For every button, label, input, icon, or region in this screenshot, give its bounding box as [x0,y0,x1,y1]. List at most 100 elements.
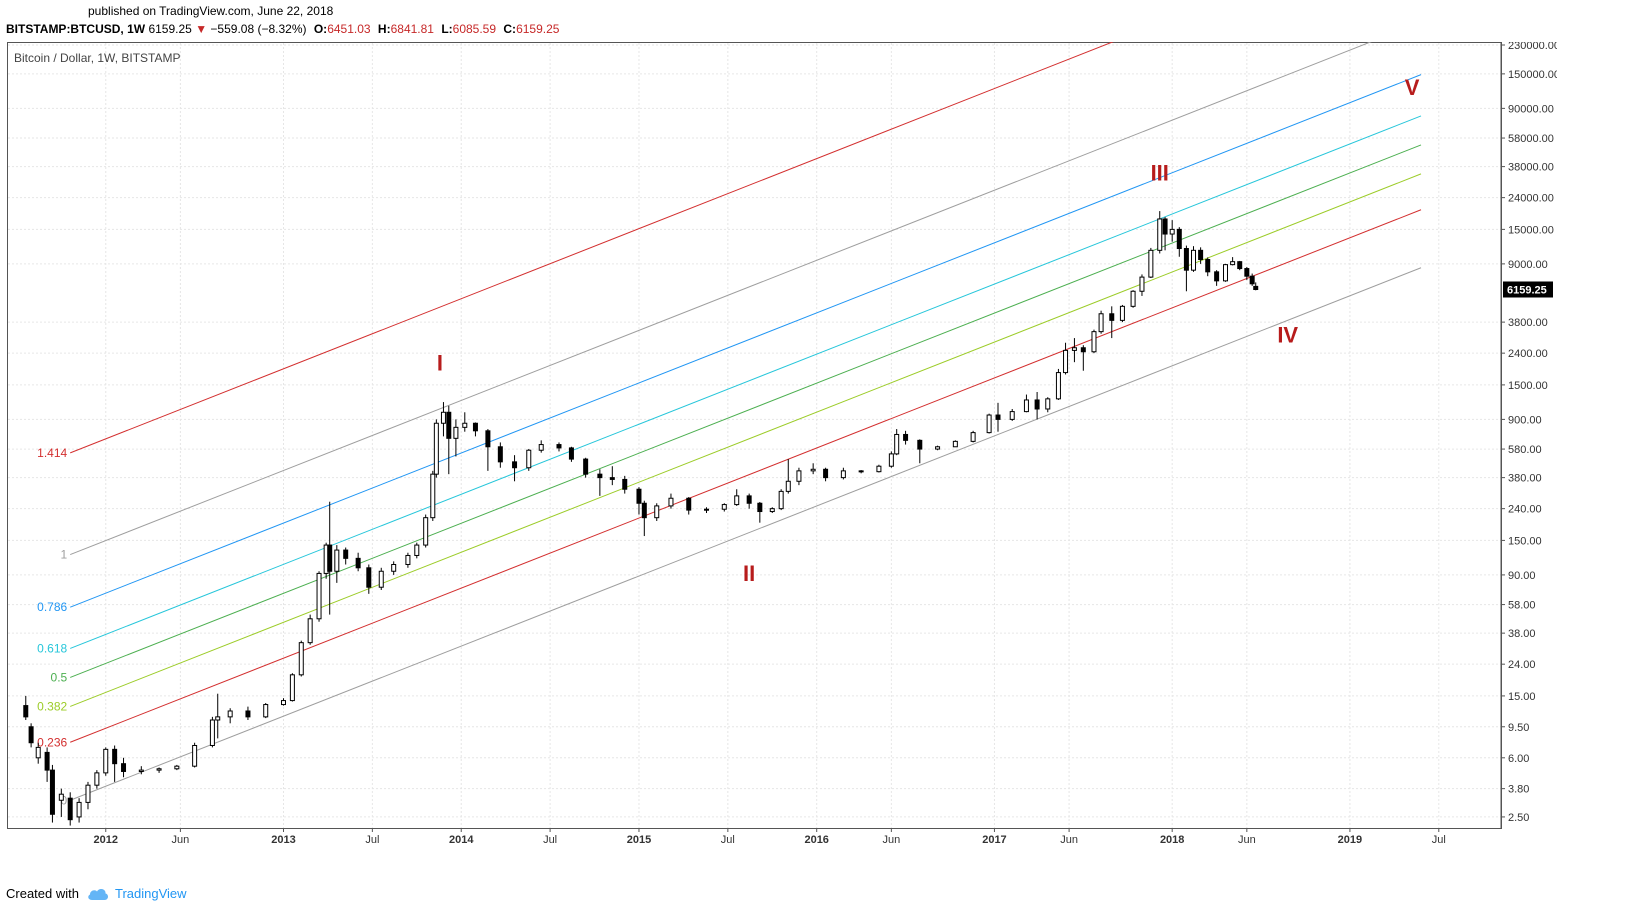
price-tick-label: 58.00 [1508,600,1536,612]
price-tick-label: 38000.00 [1508,162,1554,174]
candle-body [568,447,574,460]
candle-body [430,473,436,519]
candle-body [174,765,180,770]
last-price-tag-label: 6159.25 [1507,284,1547,296]
candle-body [1139,276,1145,292]
fib-level-label: 0.236 [37,735,67,749]
candle-body [280,700,286,706]
candle-body [538,444,544,451]
candle-body [1098,313,1104,333]
tradingview-brand[interactable]: TradingView [87,886,187,901]
time-tick-label: Jul [365,834,379,846]
price-axis[interactable]: 230000.00 150000.00 90000.00 58000.00 38000.… [1500,40,1560,828]
open-value: 6451.03 [327,22,371,36]
candle-body [686,497,692,511]
candle-body [453,426,459,439]
low-label: L: [441,22,453,36]
candle-body [1071,347,1077,351]
price-tick-label: 580.00 [1508,444,1542,456]
open-label: O: [313,22,328,36]
low-value: 6085.59 [452,22,497,36]
fib-line [70,209,1422,743]
time-tick-label: Jul [721,834,735,846]
candle-body [1205,259,1211,273]
time-tick-label: Jun [172,834,190,846]
candle-body [1214,271,1220,282]
price-tick-label: 1500.00 [1508,380,1548,392]
wave-label: III [1151,160,1169,185]
candle-body [58,793,64,801]
time-axis[interactable]: 2012 Jun 2013 Jul 2014 Jul 2015 Jul 2016 Jun 2017 J… [94,828,1446,846]
fib-line [70,267,1422,801]
candle-body [355,557,361,569]
wave-label: II [743,561,755,586]
candle-body [215,716,221,721]
time-tick-label: Jun [1060,834,1078,846]
candle-body [366,567,372,588]
last-price-tag [1503,281,1553,298]
candle-body [583,458,589,475]
fib-level-label: 0 [61,793,68,807]
candle-body [970,432,976,442]
fib-line [70,21,1422,556]
published-note: published on TradingView.com, June 22, 2… [88,4,334,18]
candle-body [472,422,478,432]
price-tick-label: 15000.00 [1508,224,1554,236]
price-tick-label: 9.50 [1508,722,1529,734]
candle-body [641,502,647,519]
fib-level-label: 0.5 [51,670,68,684]
candle-body [917,439,923,450]
candle-body [769,508,775,513]
candle-body [636,488,642,504]
time-tick-label: Jun [1238,834,1256,846]
candle-body [391,563,397,572]
candle-body [289,674,295,702]
chart-title: Bitcoin / Dollar, 1W, BITSTAMP [14,51,181,65]
price-tick-label: 90.00 [1508,570,1536,582]
candle-body [721,504,727,510]
time-tick-label: Jul [543,834,557,846]
candle-body [1045,398,1051,410]
candle-body [609,477,615,480]
created-with-label: Created with [6,886,79,901]
price-tick-label: 6.00 [1508,753,1529,765]
candle-body [556,444,562,449]
chart-area[interactable]: 1.414 1 0.786 0.618 0.5 0.382 0.236 0 I II III IV V… [7,0,1560,862]
symbol-header: BITSTAMP:BTCUSD, 1W 6159.25 ▼ −559.08 (−… [6,22,559,36]
candle-body [526,449,532,469]
candle-body [316,572,322,620]
candle-body [622,478,628,490]
price-tick-label: 2.50 [1508,812,1529,824]
candle-body [23,705,29,718]
candle-body [462,422,468,428]
wave-label: I [437,351,443,376]
candle-body [49,769,55,815]
time-tick-label: 2015 [627,834,651,846]
candle-body [28,726,34,744]
footer: Created with TradingView [6,886,187,901]
candle-body [405,554,411,565]
candle-body [440,411,446,424]
price-tick-label: 24.00 [1508,659,1536,671]
candle-body [76,801,82,818]
candle-body [597,473,603,479]
price-tick-label: 150000.00 [1508,69,1557,81]
candle-body [1183,248,1189,271]
candle-body [446,411,452,439]
candle-body [1244,268,1250,277]
candle-body [497,446,503,463]
time-tick-label: 2019 [1338,834,1362,846]
candle-body [1148,249,1154,278]
price-tick-label: 9000.00 [1508,259,1548,271]
price-tick-label: 58000.00 [1508,133,1554,145]
close-label: C: [503,22,517,36]
candle-body [986,414,992,434]
time-tick-label: Jun [882,834,900,846]
candle-body [1080,347,1086,353]
candle-body [35,746,41,759]
high-value: 6841.81 [390,22,434,36]
candle-body [327,544,333,572]
candle-body [67,797,73,821]
